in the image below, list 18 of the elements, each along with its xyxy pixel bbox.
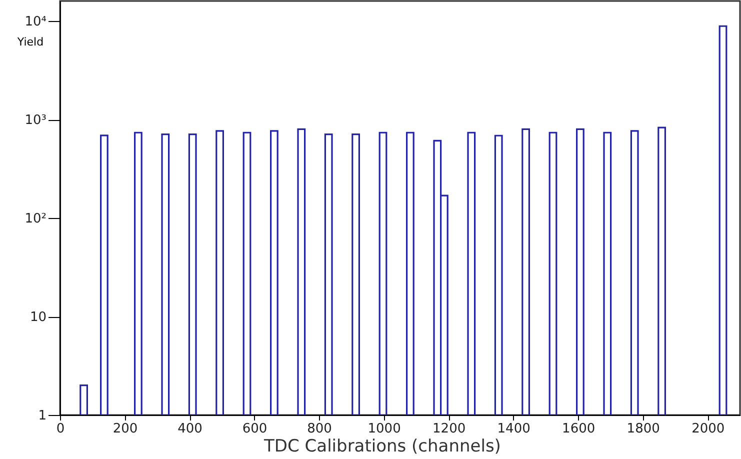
y-tick-label: 10² xyxy=(24,212,46,227)
x-tick-label: 2000 xyxy=(692,422,725,436)
y-tick-label: 10⁴ xyxy=(24,14,46,30)
x-tick-label: 1600 xyxy=(562,422,596,436)
x-tick-label: 1200 xyxy=(432,422,466,436)
x-axis-title: TDC Calibrations (channels) xyxy=(263,436,501,456)
y-tick-label: 10³ xyxy=(24,113,46,128)
y-tick-label: 10 xyxy=(30,310,46,326)
y-tick-label: 1 xyxy=(38,408,46,424)
x-tick-label: 600 xyxy=(242,422,268,436)
x-tick-label: 0 xyxy=(56,422,65,436)
x-tick-label: 800 xyxy=(307,422,332,436)
x-tick-label: 200 xyxy=(112,422,138,436)
x-tick-label: 1000 xyxy=(368,422,401,436)
x-tick-label: 1800 xyxy=(626,422,660,436)
x-tick-label: 400 xyxy=(178,422,202,436)
y-axis-title: Yield xyxy=(16,36,44,48)
x-tick-label: 1400 xyxy=(497,422,530,436)
